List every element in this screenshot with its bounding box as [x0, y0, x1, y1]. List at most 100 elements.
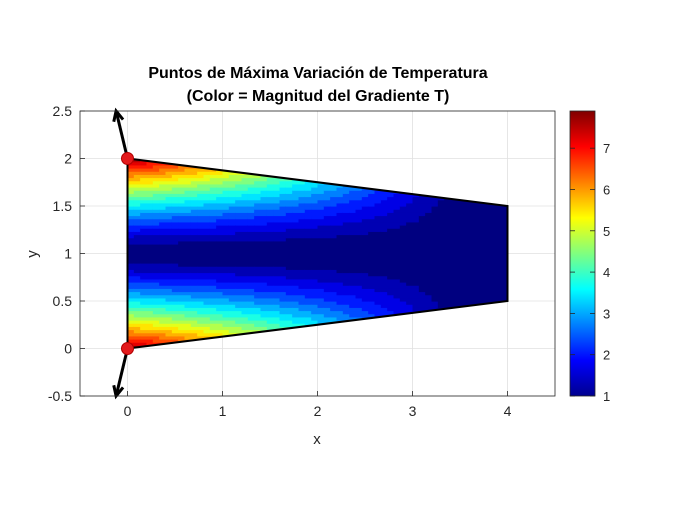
field-cell	[197, 193, 205, 198]
field-cell	[184, 174, 192, 179]
field-cell	[222, 190, 230, 194]
field-cell	[355, 190, 363, 194]
field-cell	[216, 272, 224, 277]
field-cell	[127, 269, 135, 274]
field-cell	[482, 297, 490, 302]
field-cell	[387, 228, 395, 232]
field-cell	[165, 316, 173, 321]
field-cell	[247, 304, 255, 308]
field-cell	[342, 199, 350, 204]
field-cell	[494, 272, 502, 277]
field-cell	[241, 180, 249, 185]
field-cell	[463, 209, 471, 213]
field-cell	[292, 183, 300, 188]
field-cell	[209, 202, 217, 207]
field-cell	[171, 196, 179, 201]
field-cell	[184, 171, 192, 175]
field-cell	[355, 209, 363, 213]
field-cell	[330, 307, 338, 312]
field-cell	[412, 199, 420, 204]
field-cell	[152, 196, 160, 201]
field-cell	[279, 250, 287, 255]
field-cell	[184, 240, 192, 245]
field-cell	[241, 301, 249, 305]
field-cell	[247, 237, 255, 242]
field-cell	[406, 215, 414, 220]
field-cell	[469, 297, 477, 302]
field-cell	[323, 269, 331, 274]
field-cell	[235, 288, 243, 293]
field-cell	[209, 240, 217, 245]
field-cell	[494, 247, 502, 251]
field-cell	[361, 215, 369, 220]
field-cell	[254, 196, 262, 201]
field-cell	[374, 212, 382, 217]
field-cell	[374, 190, 382, 194]
field-cell	[285, 297, 293, 302]
field-cell	[387, 297, 395, 302]
field-cell	[247, 231, 255, 236]
field-cell	[133, 263, 141, 267]
field-cell	[273, 323, 281, 327]
field-cell	[317, 196, 325, 201]
field-cell	[494, 263, 502, 267]
field-cell	[216, 244, 224, 248]
field-cell	[374, 228, 382, 232]
field-cell	[475, 215, 483, 220]
field-cell	[412, 263, 420, 267]
field-cell	[444, 291, 452, 296]
field-cell	[431, 291, 439, 296]
field-cell	[412, 275, 420, 280]
field-cell	[140, 339, 148, 343]
field-cell	[311, 272, 319, 277]
field-cell	[247, 282, 255, 286]
field-cell	[235, 320, 243, 324]
field-cell	[488, 294, 496, 299]
field-cell	[368, 272, 376, 277]
field-cell	[228, 278, 236, 283]
field-cell	[260, 228, 268, 232]
field-cell	[203, 218, 211, 223]
field-cell	[393, 269, 401, 274]
field-cell	[456, 240, 464, 245]
field-cell	[279, 316, 287, 321]
field-cell	[171, 310, 179, 315]
field-cell	[228, 294, 236, 299]
field-cell	[266, 291, 274, 296]
field-cell	[273, 215, 281, 220]
field-cell	[450, 278, 458, 283]
field-cell	[184, 291, 192, 296]
field-cell	[159, 301, 167, 305]
field-cell	[241, 294, 249, 299]
field-cell	[349, 297, 357, 302]
field-cell	[133, 171, 141, 175]
field-cell	[165, 231, 173, 236]
field-cell	[178, 285, 186, 289]
field-cell	[475, 240, 483, 245]
field-cell	[260, 183, 268, 188]
field-cell	[406, 272, 414, 277]
field-cell	[387, 231, 395, 236]
field-cell	[425, 278, 433, 283]
field-cell	[184, 180, 192, 185]
field-cell	[146, 183, 154, 188]
field-cell	[203, 180, 211, 185]
field-cell	[317, 247, 325, 251]
field-cell	[165, 187, 173, 191]
field-cell	[152, 247, 160, 251]
field-cell	[241, 193, 249, 198]
field-cell	[355, 237, 363, 242]
field-cell	[501, 234, 508, 239]
field-cell	[241, 183, 249, 188]
field-cell	[197, 240, 205, 245]
field-cell	[140, 180, 148, 185]
field-cell	[203, 190, 211, 194]
field-cell	[254, 228, 262, 232]
field-cell	[152, 209, 160, 213]
field-cell	[184, 183, 192, 188]
field-cell	[330, 221, 338, 226]
field-cell	[418, 215, 426, 220]
field-cell	[298, 240, 306, 245]
field-cell	[431, 196, 439, 201]
field-cell	[317, 297, 325, 302]
